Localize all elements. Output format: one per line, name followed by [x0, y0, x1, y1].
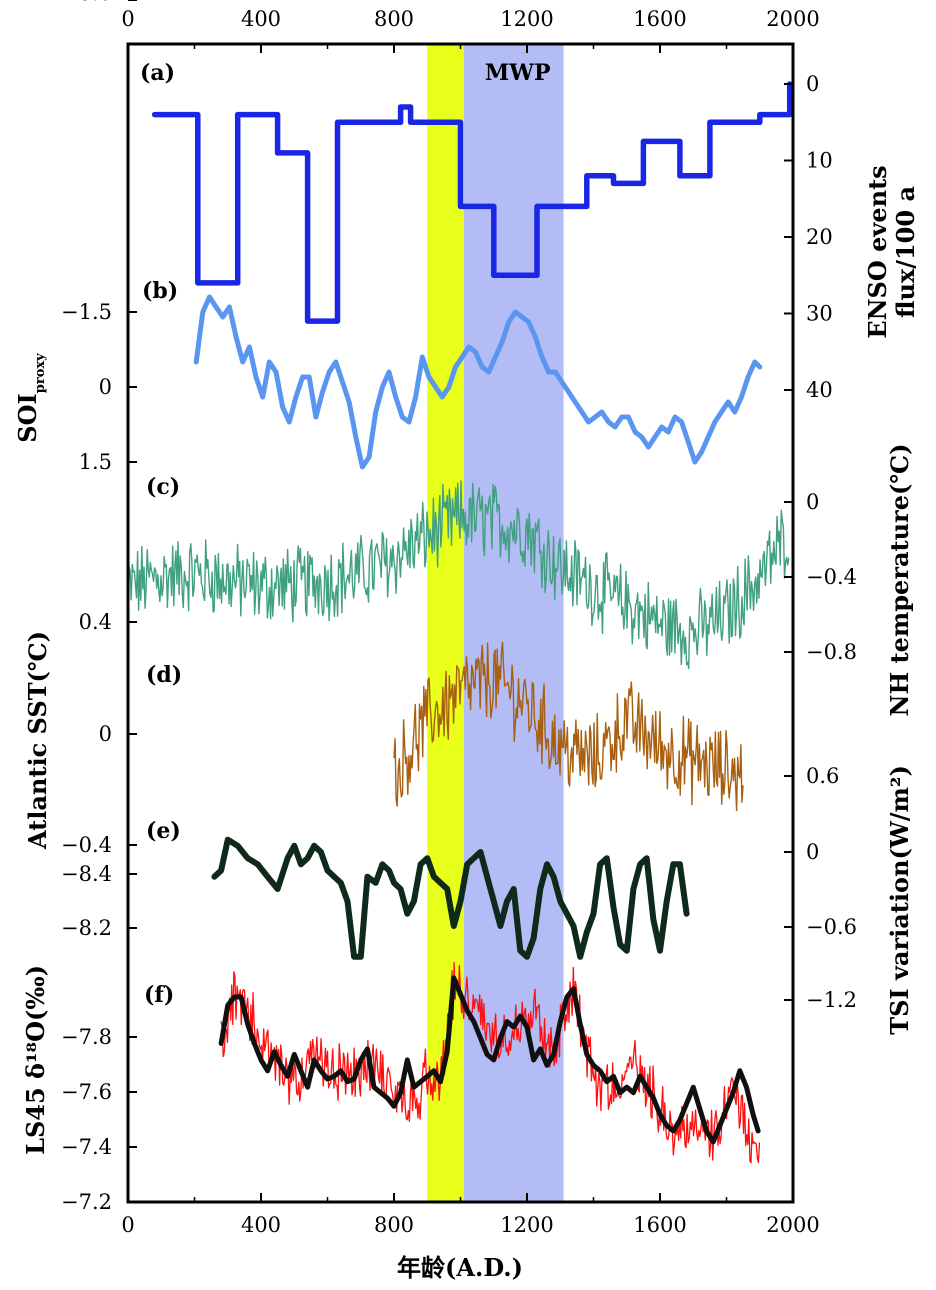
x-tick-label-bottom: 2000 — [766, 1213, 819, 1237]
y-tick-label-f: −7.2 — [61, 1190, 112, 1214]
x-tick-label-top: 2000 — [766, 7, 819, 31]
y-tick-label-d: 0 — [99, 722, 112, 746]
x-tick-label-top: 0 — [121, 7, 134, 31]
y-tick-label-f: −8.0 — [61, 0, 112, 5]
series-e-tsi-variation — [211, 836, 690, 960]
y-axes: 0 10 20 30 40 −1.5 0 1.5 0 −0.4 −0.8 3.0 0.4 0 −0.4 0.6… — [13, 0, 920, 1214]
y-title-a-line1: ENSO events — [863, 165, 892, 338]
panel-label-f: (f) — [144, 982, 174, 1008]
x-axis-title: 年龄(A.D.) — [397, 1253, 523, 1282]
panel-label-b: (b) — [142, 278, 178, 304]
series-d-atlantic-sst — [393, 641, 744, 812]
x-tick-label-bottom: 0 — [121, 1213, 134, 1237]
x-tick-label-top: 400 — [241, 7, 281, 31]
y-tick-label-f: −8.2 — [61, 916, 112, 940]
series-f-ls45-smoothed — [218, 975, 761, 1145]
y-tick-label-a: 10 — [806, 149, 833, 173]
y-tick-label-a: 40 — [806, 378, 833, 402]
x-axis: 0 0 400 400 800 800 1200 1200 1600 1600 2000 2000 年龄… — [121, 7, 819, 1282]
series-layer — [127, 81, 793, 1164]
panel-label-d: (d) — [146, 662, 182, 688]
x-tick-label-top: 1600 — [633, 7, 686, 31]
y-tick-label-b: −1.5 — [61, 300, 112, 324]
y-title-c: NH temperature(℃) — [885, 444, 914, 717]
y-tick-label-e: 0.6 — [806, 764, 839, 788]
x-tick-label-top: 800 — [374, 7, 414, 31]
y-tick-label-a: 20 — [806, 225, 833, 249]
y-tick-label-c: −0.8 — [806, 640, 857, 664]
series-f-ls45-raw — [220, 962, 761, 1164]
y-tick-label-e: 0 — [806, 840, 819, 864]
x-tick-label-bottom: 400 — [241, 1213, 281, 1237]
x-tick-label-bottom: 1600 — [633, 1213, 686, 1237]
series-a-enso-events-flux — [151, 81, 793, 324]
series-c-nh-temperature — [127, 480, 790, 670]
y-tick-label-f: −7.8 — [61, 1025, 112, 1049]
y-title-d: Atlantic SST(℃) — [23, 631, 52, 850]
y-tick-label-a: 0 — [806, 72, 819, 96]
y-tick-label-d: 0.4 — [79, 610, 112, 634]
y-title-f: LS45 δ¹⁸O(‰) — [21, 965, 50, 1155]
y-tick-label-a: 30 — [806, 302, 833, 326]
y-tick-label-f: −7.6 — [61, 1080, 112, 1104]
y-title-b: SOIproxy — [13, 353, 48, 443]
y-tick-label-e: −0.6 — [806, 915, 857, 939]
y-tick-label-b: 1.5 — [79, 450, 112, 474]
y-tick-label-c: 0 — [806, 490, 819, 514]
series-b-soi-proxy — [193, 294, 763, 470]
y-tick-label-e: −1.2 — [806, 988, 857, 1012]
panel-labels: (a) (b) (c) (d) (e) (f) — [140, 60, 182, 1008]
panel-label-a: (a) — [140, 60, 175, 86]
y-tick-label-f: −8.4 — [61, 862, 112, 886]
x-tick-label-bottom: 800 — [374, 1213, 414, 1237]
y-tick-label-d: 3.0 — [79, 0, 112, 5]
panel-label-e: (e) — [146, 818, 181, 844]
panel-label-c: (c) — [146, 474, 180, 500]
band-yellow — [427, 44, 464, 1202]
y-tick-label-c: −0.4 — [806, 565, 857, 589]
y-title-e: TSI variation(W/m²) — [885, 765, 914, 1035]
y-tick-label-f: −7.4 — [61, 1135, 112, 1159]
x-tick-label-top: 1200 — [500, 7, 553, 31]
y-tick-label-d: −0.4 — [61, 833, 112, 857]
y-title-a-line2: flux/100 a — [891, 186, 920, 318]
band-label-mwp: MWP — [485, 60, 551, 86]
y-tick-label-b: 0 — [99, 375, 112, 399]
x-tick-label-bottom: 1200 — [500, 1213, 553, 1237]
